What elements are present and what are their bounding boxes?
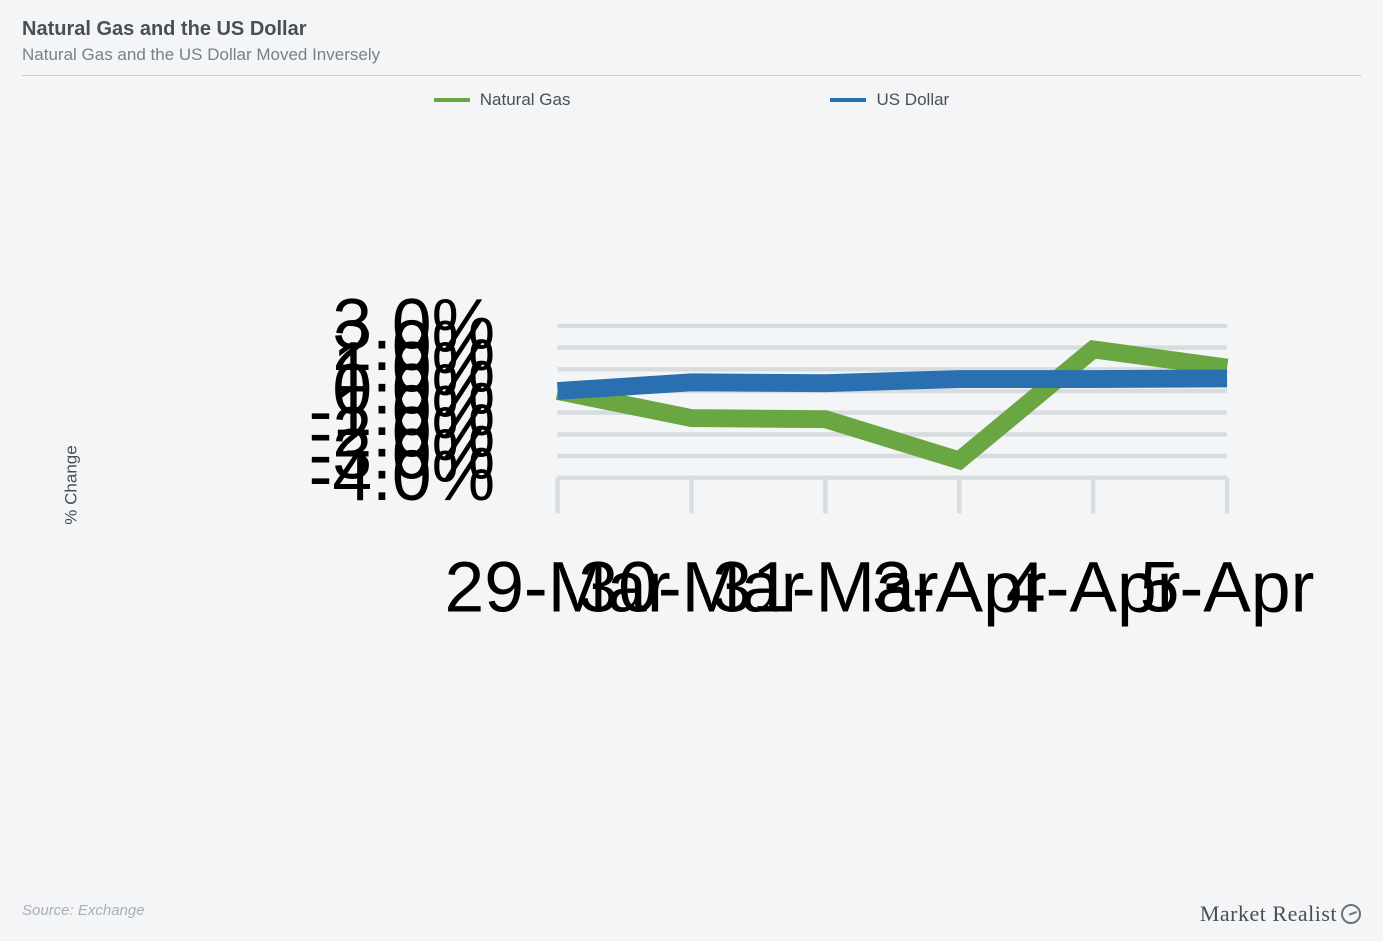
- plot-area: Natural GasUS Dollar % Change -4.0%-3.0%…: [22, 75, 1361, 894]
- line-chart-svg: -4.0%-3.0%-2.0%-1.0%0.0%1.0%2.0%3.0%29-M…: [22, 76, 1361, 746]
- chart-subtitle: Natural Gas and the US Dollar Moved Inve…: [22, 45, 1361, 65]
- brand-icon: [1341, 904, 1361, 924]
- source-text: Source: Exchange: [22, 902, 1361, 919]
- brand-text: Market Realist: [1200, 901, 1337, 927]
- x-tick-label: 5-Apr: [1140, 548, 1315, 628]
- brand-logo: Market Realist: [1200, 901, 1361, 927]
- chart-title: Natural Gas and the US Dollar: [22, 18, 1361, 41]
- series-line: [558, 349, 1228, 460]
- y-tick-label: 3.0%: [332, 284, 495, 364]
